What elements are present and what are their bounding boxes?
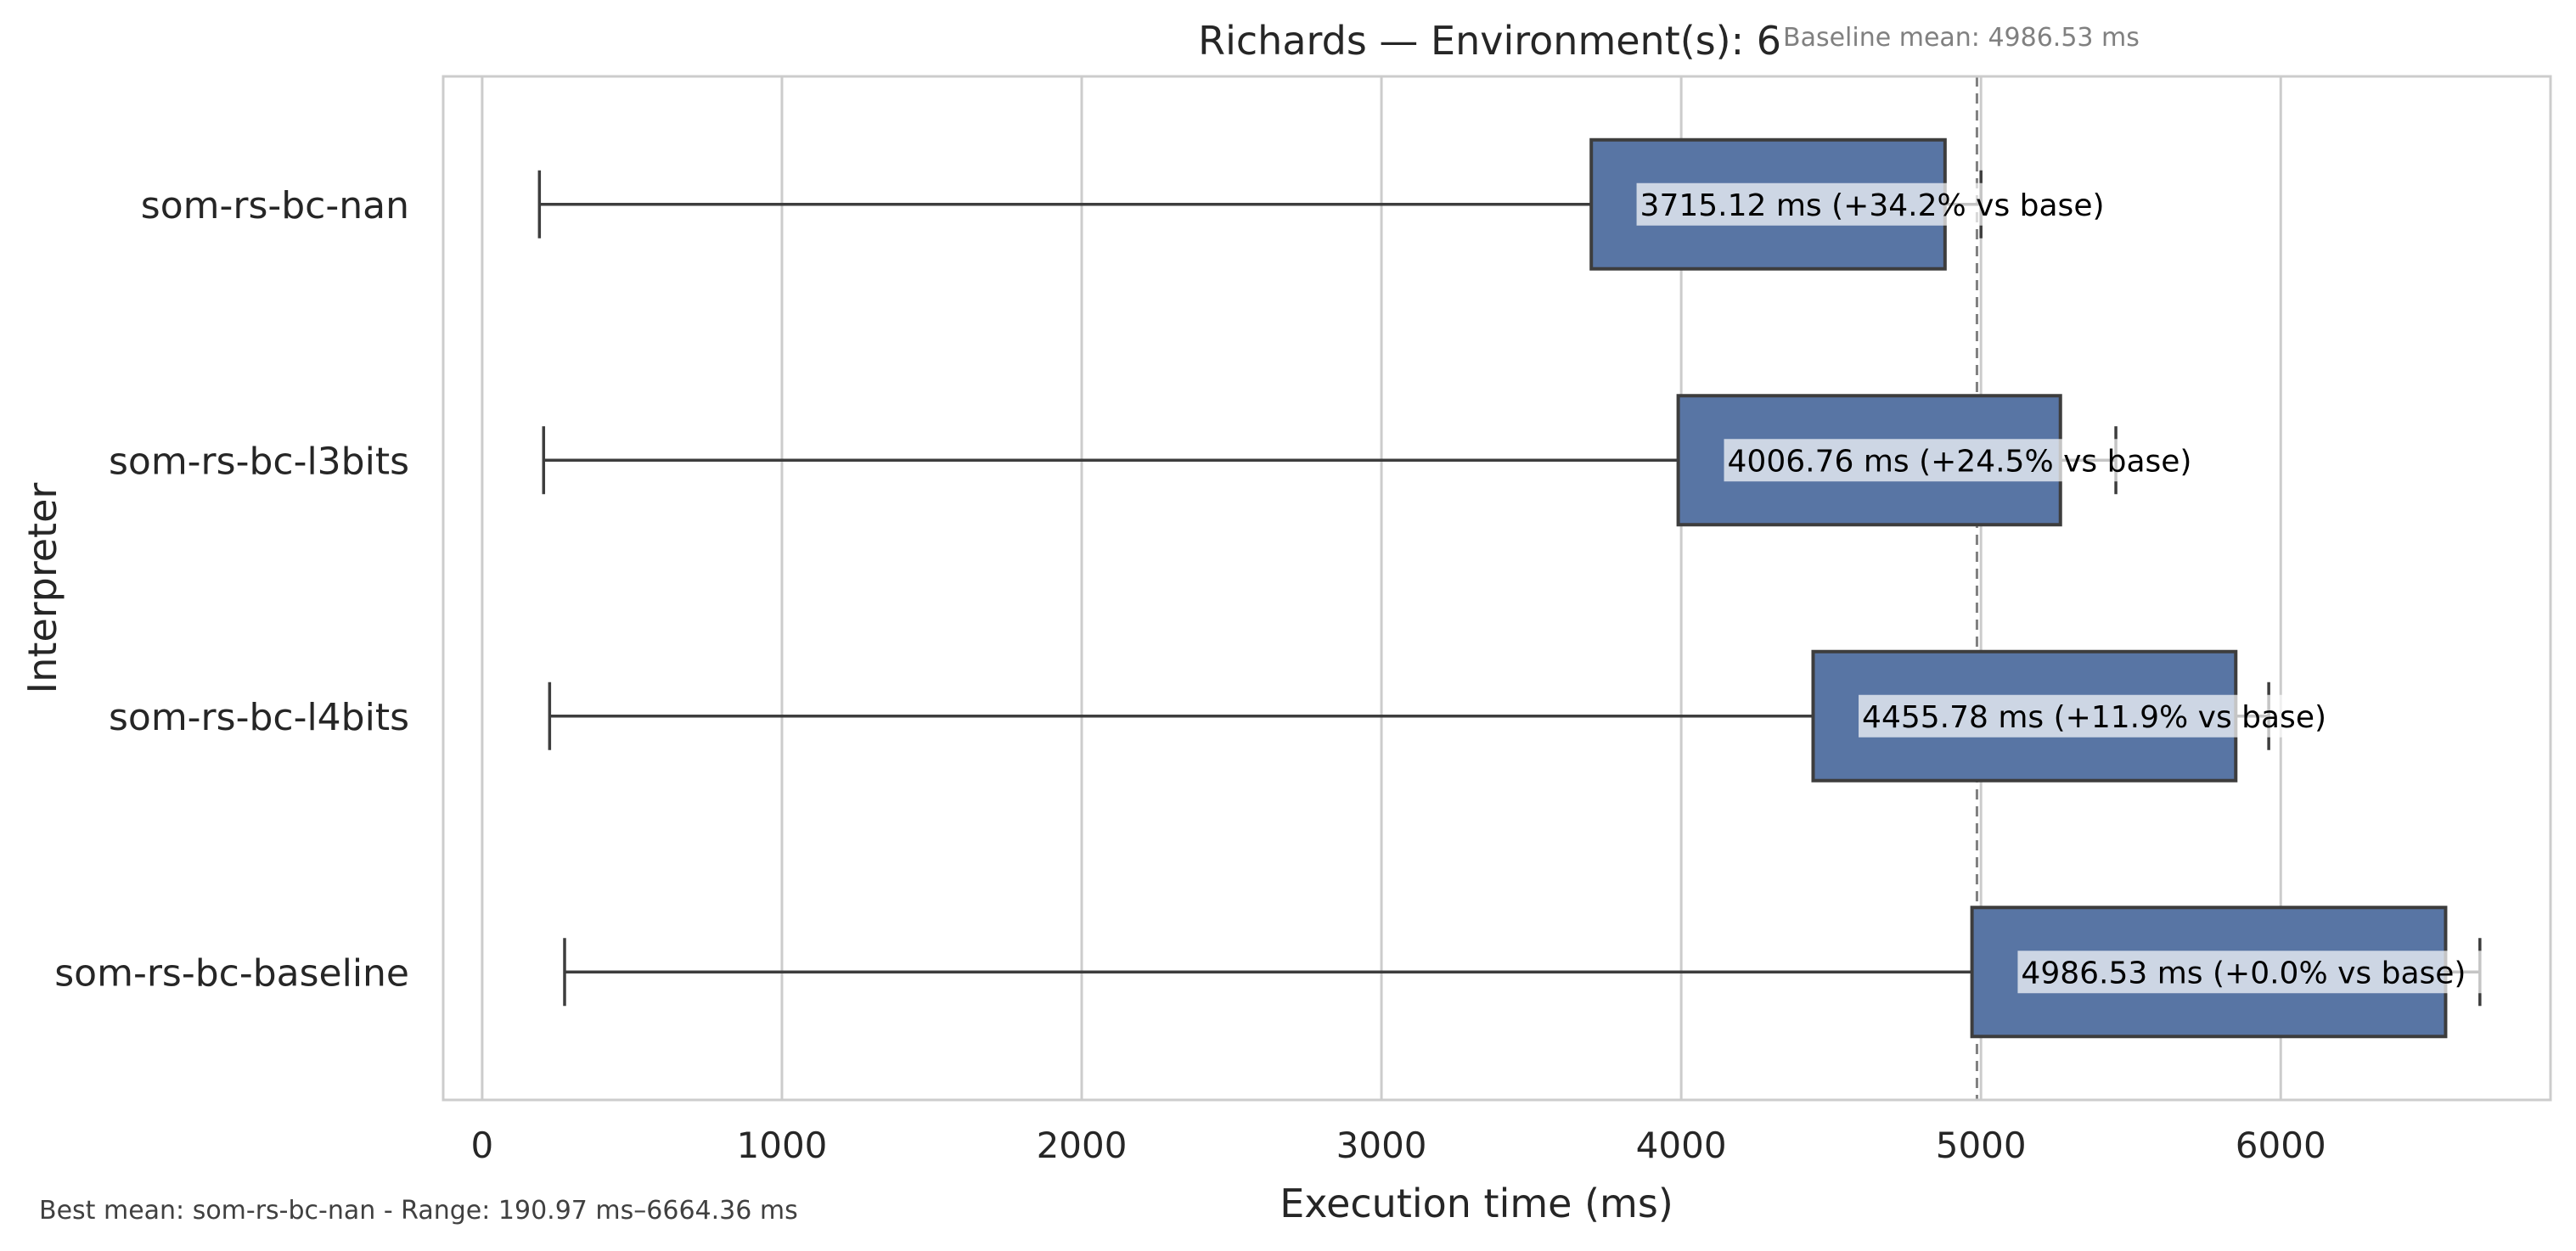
baseline-mean-label: Baseline mean: 4986.53 ms <box>1783 23 2140 53</box>
category-label-som-rs-bc-baseline: som-rs-bc-baseline <box>54 951 409 995</box>
category-label-som-rs-bc-l3bits: som-rs-bc-l3bits <box>109 440 409 483</box>
x-tick-label-1000: 1000 <box>737 1125 828 1166</box>
value-label-som-rs-bc-l3bits: 4006.76 ms (+24.5% vs base) <box>1728 444 2192 479</box>
x-tick-labels: 0 1000 2000 3000 4000 5000 6000 <box>471 1125 2326 1166</box>
y-axis-label: Interpreter <box>20 483 65 694</box>
x-tick-label-4000: 4000 <box>1636 1125 1727 1166</box>
category-labels: som-rs-bc-nan som-rs-bc-l3bits som-rs-bc-l… <box>54 184 409 996</box>
value-label-bg-som-rs-bc-l4bits <box>1859 694 2393 738</box>
x-tick-label-3000: 3000 <box>1336 1125 1427 1166</box>
value-label-bg-som-rs-bc-l3bits <box>1724 439 2259 482</box>
x-tick-label-0: 0 <box>471 1125 494 1166</box>
x-tick-label-2000: 2000 <box>1037 1125 1128 1166</box>
value-label-layer: 3715.12 ms (+34.2% vs base) 4006.76 ms (+… <box>1636 182 2534 994</box>
footer-summary: Best mean: som-rs-bc-nan - Range: 190.97… <box>39 1196 798 1226</box>
category-label-som-rs-bc-nan: som-rs-bc-nan <box>141 184 409 227</box>
category-label-som-rs-bc-l4bits: som-rs-bc-l4bits <box>109 696 409 739</box>
x-tick-label-6000: 6000 <box>2236 1125 2326 1166</box>
value-label-bg-som-rs-bc-baseline <box>2017 951 2534 994</box>
value-label-som-rs-bc-nan: 3715.12 ms (+34.2% vs base) <box>1640 188 2105 223</box>
value-label-som-rs-bc-baseline: 4986.53 ms (+0.0% vs base) <box>2021 956 2466 990</box>
x-axis-label: Execution time (ms) <box>1280 1181 1673 1226</box>
box-layer <box>537 137 2482 1039</box>
value-label-bg-som-rs-bc-nan <box>1636 182 2172 226</box>
plot-frame <box>442 75 2552 1102</box>
x-tick-label-5000: 5000 <box>1936 1125 2027 1166</box>
chart-title: Richards — Environment(s): 6 <box>1198 18 1781 64</box>
value-label-som-rs-bc-l4bits: 4455.78 ms (+11.9% vs base) <box>1862 700 2326 735</box>
